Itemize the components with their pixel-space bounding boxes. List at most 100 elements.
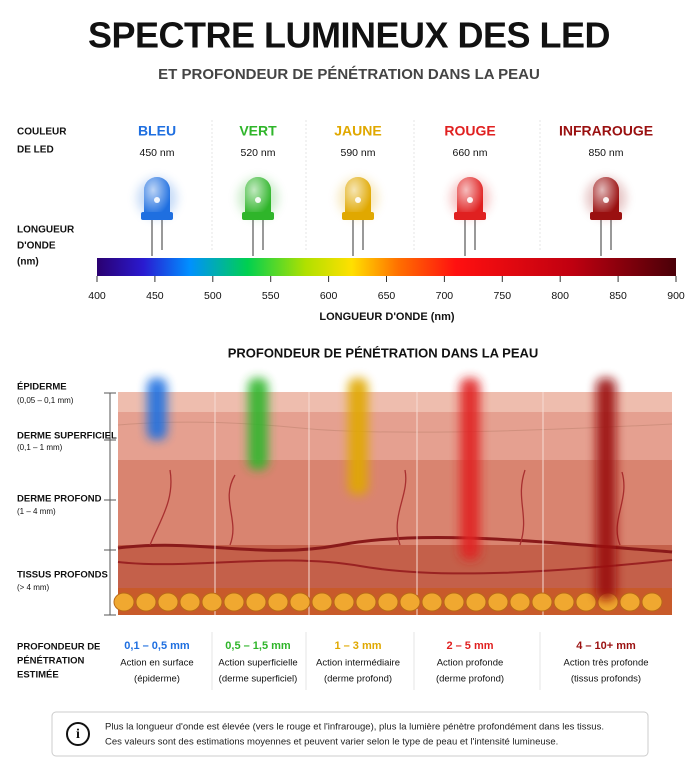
fat-cell: [443, 592, 465, 612]
depth-value: 1 – 3 mm: [334, 640, 381, 652]
light-beam: [460, 378, 480, 560]
fat-cell: [575, 592, 597, 612]
vessel: [149, 469, 625, 546]
row-label: DE LED: [17, 145, 54, 156]
led-name: BLEU: [138, 123, 176, 139]
tick-label: 650: [378, 290, 396, 302]
row-label: PROFONDEUR DE: [17, 642, 100, 653]
fat-cell: [553, 592, 575, 612]
layer-range: (1 – 4 mm): [17, 507, 56, 516]
fat-cell: [377, 592, 399, 612]
info-icon: [66, 722, 90, 746]
led-core: [467, 197, 473, 203]
fat-cell: [201, 592, 223, 612]
depth-value: 0,5 – 1,5 mm: [225, 640, 291, 652]
tick-label: 450: [146, 290, 164, 302]
layer-range: (0,1 – 1 mm): [17, 443, 63, 452]
axis-label: LONGUEUR D'ONDE (nm): [319, 311, 455, 323]
tick-label: 900: [667, 290, 685, 302]
texture: [117, 421, 673, 433]
tick-label: 850: [609, 290, 627, 302]
led-rim: [342, 212, 374, 220]
fat-cell: [223, 592, 245, 612]
fat-cell: [355, 592, 377, 612]
depth-zone: (épiderme): [134, 674, 180, 685]
led-name: JAUNE: [334, 123, 381, 139]
depth-zone: (derme profond): [324, 674, 392, 685]
fat-cell: [289, 592, 311, 612]
fat-cell: [179, 592, 201, 612]
fat-cell: [135, 592, 157, 612]
note-line: Plus la longueur d'onde est élevée (vers…: [105, 722, 604, 733]
subtitle: ET PROFONDEUR DE PÉNÉTRATION DANS LA PEA…: [158, 66, 540, 83]
tick-label: 600: [320, 290, 338, 302]
skin-illustration: [113, 392, 673, 615]
fat-cell: [487, 592, 509, 612]
vessel: [117, 559, 673, 575]
deep-dermis: [118, 460, 672, 545]
light-beam: [348, 378, 368, 495]
led-wavelength: 520 nm: [240, 147, 275, 159]
depth-action: Action intermédiaire: [316, 658, 400, 669]
fat-cell: [531, 592, 553, 612]
led-shine: [245, 177, 271, 214]
led-wavelength: 660 nm: [452, 147, 487, 159]
row-label: D'ONDE: [17, 241, 56, 252]
fat-cell: [113, 592, 135, 612]
led-rim: [141, 212, 173, 220]
section-title: PROFONDEUR DE PÉNÉTRATION DANS LA PEAU: [228, 345, 539, 360]
depth-zone: (derme superficiel): [219, 674, 298, 685]
light-beam: [248, 378, 268, 470]
fat-cell: [267, 592, 289, 612]
fat-cell: [619, 592, 641, 612]
depth-value: 2 – 5 mm: [446, 640, 493, 652]
fat-cell: [465, 592, 487, 612]
led-core: [255, 197, 261, 203]
led-rim: [454, 212, 486, 220]
led-wavelength: 850 nm: [588, 147, 623, 159]
fat-cell: [421, 592, 443, 612]
layer-name: DERME PROFOND: [17, 494, 102, 505]
led-rim: [242, 212, 274, 220]
tick-label: 800: [551, 290, 569, 302]
layer-name: DERME SUPERFICIEL: [17, 431, 117, 442]
fat-cell: [311, 592, 333, 612]
title: SPECTRE LUMINEUX DES LED: [88, 15, 610, 56]
fat-cell: [509, 592, 531, 612]
row-label: COULEUR: [17, 127, 67, 138]
tick-label: 400: [88, 290, 106, 302]
led-core: [603, 197, 609, 203]
led-rim: [590, 212, 622, 220]
fat-cell: [245, 592, 267, 612]
led-core: [154, 197, 160, 203]
depth-action: Action profonde: [437, 658, 504, 669]
vessel: [117, 535, 673, 554]
layer-name: TISSUS PROFONDS: [17, 570, 108, 581]
info-icon-glyph: i: [76, 727, 80, 742]
led-shine: [345, 177, 371, 214]
tick-label: 700: [436, 290, 454, 302]
led-name: ROUGE: [444, 123, 495, 139]
led-name: INFRAROUGE: [559, 123, 653, 139]
tick-label: 550: [262, 290, 280, 302]
row-label: PÉNÉTRATION: [17, 656, 85, 667]
led-wavelength: 450 nm: [139, 147, 174, 159]
layer-range: (> 4 mm): [17, 583, 50, 592]
spectrum-bar: [97, 258, 676, 276]
depth-action: Action en surface: [120, 658, 193, 669]
depth-zone: (tissus profonds): [571, 674, 641, 685]
row-label: ESTIMÉE: [17, 670, 59, 681]
fat-cell: [399, 592, 421, 612]
led-core: [355, 197, 361, 203]
fat-cell: [157, 592, 179, 612]
depth-value: 0,1 – 0,5 mm: [124, 640, 190, 652]
depth-zone: (derme profond): [436, 674, 504, 685]
fat-cell: [641, 592, 663, 612]
depth-value: 4 – 10+ mm: [576, 640, 636, 652]
fat-cell: [333, 592, 355, 612]
note-box: [51, 711, 649, 757]
light-beam: [147, 378, 167, 440]
led-wavelength: 590 nm: [340, 147, 375, 159]
